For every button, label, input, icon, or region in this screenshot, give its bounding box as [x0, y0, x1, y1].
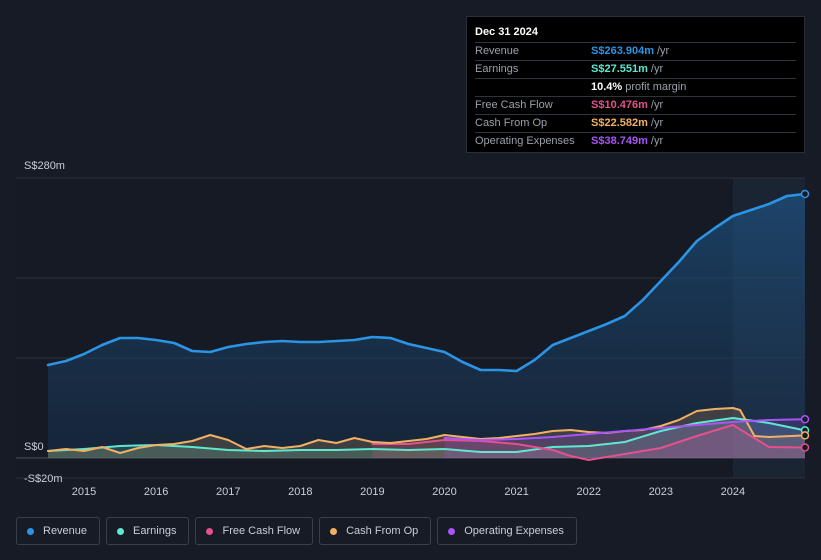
- data-tooltip: Dec 31 2024 Revenue S$263.904m/yr Earnings…: [466, 16, 805, 153]
- series-line-cash-from-op: [47, 407, 806, 454]
- series-line-operating-expenses: [443, 418, 806, 441]
- series-area-earnings: [48, 418, 805, 458]
- tooltip-row: Revenue S$263.904m/yr: [475, 42, 796, 60]
- tooltip-row-unit: /yr: [657, 45, 670, 57]
- legend-dot-icon: [206, 527, 214, 535]
- tooltip-row-label: Operating Expenses: [475, 135, 575, 147]
- legend-dot-icon: [448, 527, 456, 535]
- tooltip-row-value: S$22.582m: [591, 117, 648, 129]
- x-tick-label: 2020: [432, 486, 456, 498]
- tooltip-row-label: Revenue: [475, 45, 520, 57]
- x-tick-label: 2019: [360, 486, 384, 498]
- legend-dot-icon: [27, 527, 34, 535]
- tooltip-row: Free Cash Flow S$10.476m/yr: [475, 96, 796, 114]
- tooltip-row-label: [475, 79, 591, 96]
- x-tick-label: 2024: [721, 486, 745, 498]
- tooltip-date: Dec 31 2024: [475, 26, 538, 38]
- x-tick-label: 2015: [72, 486, 96, 498]
- series-end-marker: [800, 189, 810, 199]
- legend-dot-icon: [117, 527, 125, 535]
- x-tick-label: 2021: [504, 486, 528, 498]
- legend-item-earnings[interactable]: Earnings: [106, 517, 190, 545]
- tooltip-row-label: Cash From Op: [475, 117, 548, 129]
- tooltip-row: 10.4% profit margin: [475, 78, 796, 96]
- legend-label: Cash From Op: [346, 525, 419, 537]
- y-tick-label: S$0: [24, 441, 44, 453]
- series-end-marker: [800, 443, 810, 452]
- tooltip-row-value: 10.4%: [591, 81, 623, 93]
- tooltip-row-value: S$38.749m: [591, 135, 648, 147]
- tooltip-row: Earnings S$27.551m/yr: [475, 60, 796, 78]
- tooltip-row-unit: profit margin: [625, 81, 687, 93]
- legend-item-operating-expenses[interactable]: Operating Expenses: [437, 517, 577, 545]
- chart-legend: Revenue Earnings Free Cash Flow Cash From O…: [16, 517, 577, 545]
- legend-item-cash-from-op[interactable]: Cash From Op: [319, 517, 432, 545]
- tooltip-row-unit: /yr: [650, 99, 664, 111]
- tooltip-row-label: Earnings: [475, 63, 519, 75]
- legend-dot-icon: [330, 527, 338, 535]
- x-tick-label: 2016: [144, 486, 168, 498]
- tooltip-row-unit: /yr: [650, 117, 664, 129]
- y-tick-label: S$280m: [24, 160, 65, 172]
- tooltip-row-label: Free Cash Flow: [475, 99, 553, 111]
- legend-label: Earnings: [133, 525, 177, 537]
- tooltip-row-unit: /yr: [650, 135, 664, 147]
- series-line-free-cash-flow: [371, 424, 806, 461]
- legend-label: Operating Expenses: [464, 525, 564, 537]
- x-tick-label: 2022: [576, 486, 600, 498]
- tooltip-row-unit: /yr: [650, 63, 664, 75]
- tooltip-row-value: S$263.904m: [591, 45, 654, 57]
- x-tick-label: 2023: [649, 486, 673, 498]
- series-end-marker: [800, 431, 810, 440]
- tooltip-row: Cash From Op S$22.582m/yr: [475, 114, 796, 132]
- legend-label: Revenue: [43, 525, 88, 537]
- y-tick-label: -S$20m: [24, 473, 63, 485]
- tooltip-row-value: S$27.551m: [591, 63, 648, 75]
- tooltip-row-value: S$10.476m: [591, 99, 648, 111]
- x-tick-label: 2018: [288, 486, 312, 498]
- legend-label: Free Cash Flow: [222, 525, 301, 537]
- series-area-operating-expenses: [444, 419, 805, 458]
- x-tick-label: 2017: [216, 486, 240, 498]
- legend-item-revenue[interactable]: Revenue: [16, 517, 101, 545]
- series-area-revenue: [48, 194, 805, 458]
- series-end-marker: [800, 415, 810, 424]
- series-line-revenue: [46, 192, 807, 373]
- tooltip-row: Operating Expenses S$38.749m/yr: [475, 132, 796, 150]
- legend-item-free-cash-flow[interactable]: Free Cash Flow: [195, 517, 314, 545]
